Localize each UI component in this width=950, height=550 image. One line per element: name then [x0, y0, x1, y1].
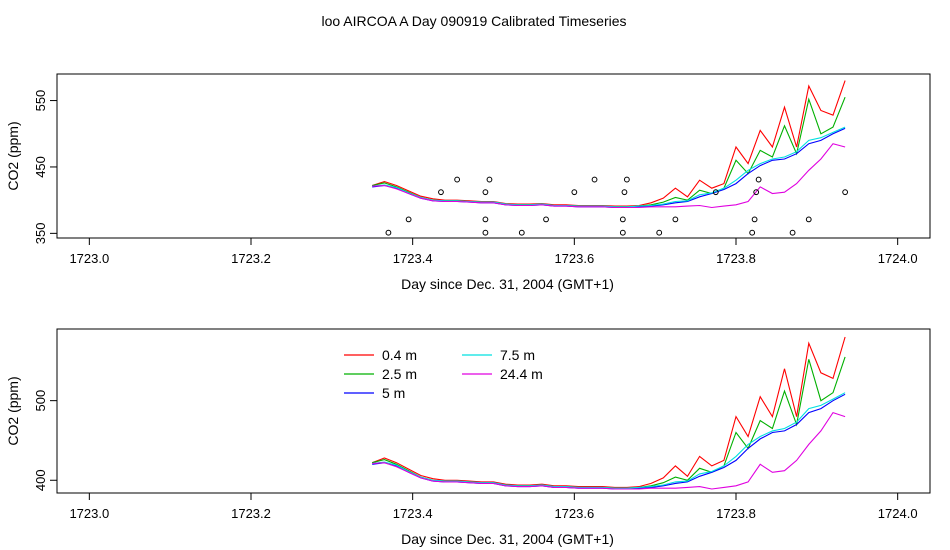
data-point — [751, 216, 758, 223]
x-tick-label: 1723.8 — [716, 506, 756, 521]
series-line-24-4m — [372, 143, 846, 209]
x-tick-label: 1723.4 — [393, 506, 433, 521]
y-tick-label: 350 — [33, 223, 48, 245]
legend-label: 24.4 m — [500, 366, 543, 382]
top-panel: 1723.0 1723.2 1723.4 1723.6 1723.8 1724.0 350 4… — [5, 73, 931, 292]
data-point — [621, 189, 628, 196]
x-tick-label: 1723.0 — [69, 251, 109, 266]
x-tick-label: 1724.0 — [878, 506, 918, 521]
data-point — [623, 176, 630, 183]
series-line-0-4m — [372, 336, 846, 488]
legend: 0.4 m 2.5 m 5 m 7.5 m 24.4 m — [344, 347, 543, 401]
data-point — [753, 189, 760, 196]
y-tick-label: 400 — [33, 469, 48, 491]
data-point — [438, 189, 444, 196]
data-point — [405, 216, 412, 223]
x-tick-label: 1723.0 — [69, 506, 109, 521]
legend-label: 7.5 m — [500, 347, 535, 363]
data-point — [805, 216, 812, 223]
figure-title: loo AIRCOA A Day 090919 Calibrated Times… — [321, 13, 626, 29]
y-tick-label: 550 — [33, 90, 48, 112]
legend-label: 2.5 m — [382, 366, 417, 382]
data-point — [619, 229, 626, 236]
y-axis-label: CO2 (ppm) — [5, 376, 21, 445]
data-point — [656, 229, 663, 236]
x-axis-label: Day since Dec. 31, 2004 (GMT+1) — [401, 276, 614, 292]
y-axis-label: CO2 (ppm) — [5, 121, 21, 190]
data-point — [842, 189, 849, 196]
series-line-7-5m — [372, 392, 846, 489]
data-point — [482, 229, 489, 236]
series-line-24-4m — [372, 411, 846, 490]
series-line-7-5m — [372, 126, 846, 208]
data-point — [619, 216, 626, 223]
legend-label: 5 m — [382, 385, 405, 401]
data-point — [789, 229, 796, 236]
bottom-panel: 1723.0 1723.2 1723.4 1723.6 1723.8 1724.0 400 5… — [5, 328, 931, 547]
data-point — [385, 229, 392, 236]
y-tick-label: 500 — [33, 390, 48, 412]
data-point — [454, 176, 461, 183]
legend-label: 0.4 m — [382, 347, 417, 363]
x-tick-label: 1723.4 — [393, 251, 433, 266]
data-point — [712, 189, 719, 196]
series-line-0-4m — [372, 80, 846, 207]
x-axis-label: Day since Dec. 31, 2004 (GMT+1) — [401, 531, 614, 547]
x-tick-label: 1723.8 — [716, 251, 756, 266]
data-point — [543, 216, 549, 223]
series-line-2-5m — [372, 356, 846, 489]
data-point — [486, 176, 493, 183]
plot-frame — [56, 328, 931, 494]
data-point — [672, 216, 679, 223]
data-point — [482, 216, 489, 223]
x-tick-label: 1723.2 — [231, 251, 271, 266]
data-point — [482, 189, 489, 196]
data-point — [571, 189, 578, 196]
data-point — [591, 176, 598, 183]
x-tick-label: 1723.6 — [554, 506, 594, 521]
data-point — [755, 176, 762, 183]
data-point — [518, 229, 525, 236]
x-tick-label: 1723.2 — [231, 506, 271, 521]
x-tick-label: 1723.6 — [554, 251, 594, 266]
data-point — [749, 229, 756, 236]
plot-frame — [56, 73, 931, 239]
x-tick-label: 1724.0 — [878, 251, 918, 266]
y-tick-label: 450 — [33, 156, 48, 178]
